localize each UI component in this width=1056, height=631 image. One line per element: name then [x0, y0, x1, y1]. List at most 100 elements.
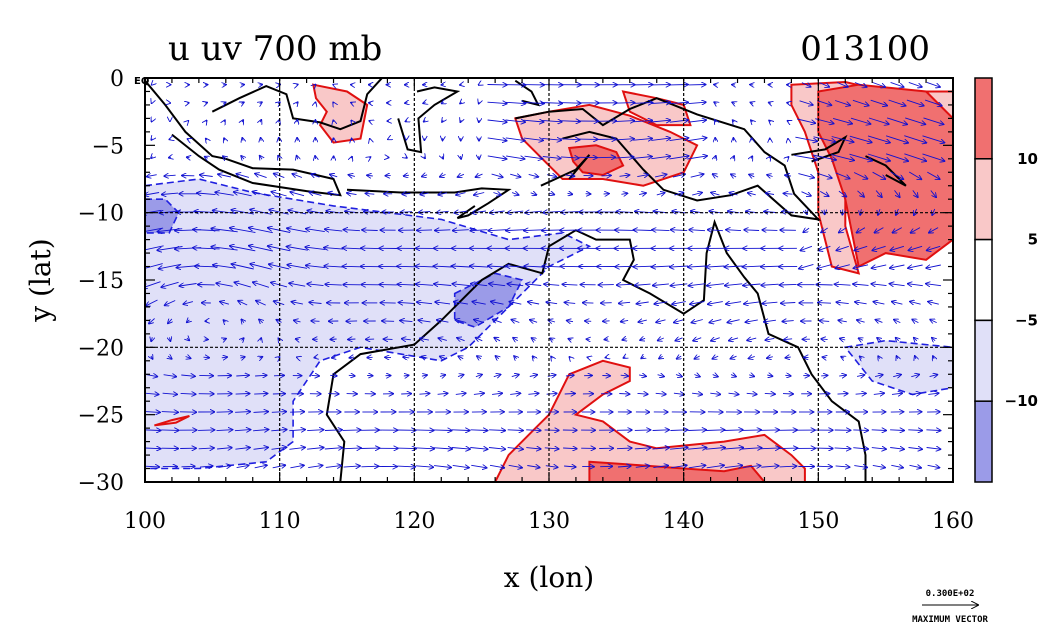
wind-vector	[307, 448, 324, 450]
wind-vector	[821, 375, 827, 376]
wind-vector	[151, 337, 152, 341]
wind-vector	[910, 302, 921, 305]
wind-vector	[909, 465, 922, 468]
wind-vector	[424, 121, 426, 122]
wind-vector	[891, 465, 903, 467]
wind-vector	[550, 338, 553, 340]
wind-vector	[147, 175, 157, 177]
wind-vector	[240, 357, 244, 358]
wind-vector	[442, 102, 444, 103]
wind-vector	[652, 448, 669, 450]
wind-vector	[187, 320, 190, 323]
wind-vector	[255, 375, 267, 376]
wind-vector	[930, 320, 937, 323]
wind-vector	[749, 375, 754, 377]
wind-vector	[894, 320, 901, 323]
wind-vector	[224, 120, 225, 122]
wind-vector	[817, 264, 832, 269]
wind-vector	[188, 139, 189, 140]
wind-vector	[748, 193, 756, 195]
wind-vector	[415, 266, 434, 267]
wind-vector	[911, 375, 919, 377]
colorbar-label: −5	[1015, 311, 1038, 329]
wind-vector	[614, 103, 634, 104]
wind-vector	[835, 284, 851, 285]
wind-vector	[785, 375, 790, 376]
wind-vector	[217, 448, 232, 449]
wind-vector	[307, 430, 323, 431]
wind-vector	[289, 447, 305, 449]
wind-vector	[529, 375, 538, 377]
wind-vector	[926, 430, 940, 431]
wind-vector	[831, 136, 854, 143]
wind-vector	[434, 284, 452, 286]
wind-vector	[659, 356, 663, 358]
wind-vector	[603, 321, 610, 322]
wind-vector	[687, 448, 707, 450]
wind-vector	[452, 266, 470, 267]
wind-vector	[904, 135, 926, 143]
wind-vector	[260, 156, 262, 160]
wind-vector	[670, 448, 688, 450]
wind-vector	[689, 230, 706, 231]
wind-vector	[333, 102, 334, 103]
wind-vector	[762, 230, 778, 231]
wind-vector	[693, 338, 702, 341]
wind-vector	[180, 284, 197, 287]
wind-vector	[836, 245, 849, 250]
wind-vector	[211, 247, 238, 251]
wind-vector	[259, 357, 262, 358]
wind-vector	[713, 174, 719, 177]
wind-vector	[621, 320, 629, 321]
wind-vector	[366, 193, 375, 194]
wind-vector	[513, 338, 518, 341]
wind-vector	[458, 174, 465, 177]
wind-vector	[221, 357, 227, 358]
wind-vector	[181, 375, 195, 376]
wind-vector	[477, 356, 481, 359]
wind-vector	[744, 230, 760, 231]
wind-vector	[859, 338, 863, 340]
wind-vector	[396, 448, 416, 449]
wind-vector	[816, 466, 832, 467]
wind-vector	[489, 465, 504, 468]
wind-vector	[890, 448, 904, 450]
wind-vector	[706, 465, 724, 468]
wind-vector	[170, 337, 171, 341]
wind-vector	[875, 227, 884, 233]
wind-vector	[834, 100, 850, 106]
wind-vector	[399, 302, 414, 303]
wind-vector	[749, 356, 755, 358]
wind-vector	[839, 375, 846, 376]
wind-vector	[460, 120, 461, 122]
wind-vector	[688, 102, 706, 103]
wind-vector	[403, 375, 409, 376]
wind-vector	[781, 303, 796, 304]
wind-vector	[890, 171, 903, 179]
wind-vector	[216, 283, 233, 287]
wind-vector	[633, 266, 652, 267]
region-indian-ocean-streak	[154, 415, 190, 427]
wind-vector	[496, 356, 499, 359]
wind-vector	[674, 320, 685, 323]
wind-vector	[511, 193, 519, 195]
wind-vector	[198, 430, 214, 431]
x-tick-label-160: 160	[932, 509, 974, 534]
wind-vector	[268, 246, 291, 252]
colorbar-label: −10	[1005, 392, 1038, 410]
wind-vector	[442, 120, 443, 122]
wind-vector	[732, 102, 735, 103]
wind-vector	[872, 264, 887, 268]
wind-vector	[760, 430, 780, 431]
wind-vector	[324, 248, 344, 250]
wind-vector	[709, 211, 722, 213]
wind-vector	[834, 448, 851, 449]
chart-timestamp: 013100	[800, 29, 930, 69]
wind-vector	[255, 174, 267, 179]
wind-vector	[873, 302, 885, 304]
wind-vector	[330, 339, 337, 340]
wind-vector	[510, 393, 520, 394]
colorbar-swatch	[974, 319, 993, 402]
wind-vector	[816, 285, 833, 286]
wind-vector	[256, 301, 266, 306]
